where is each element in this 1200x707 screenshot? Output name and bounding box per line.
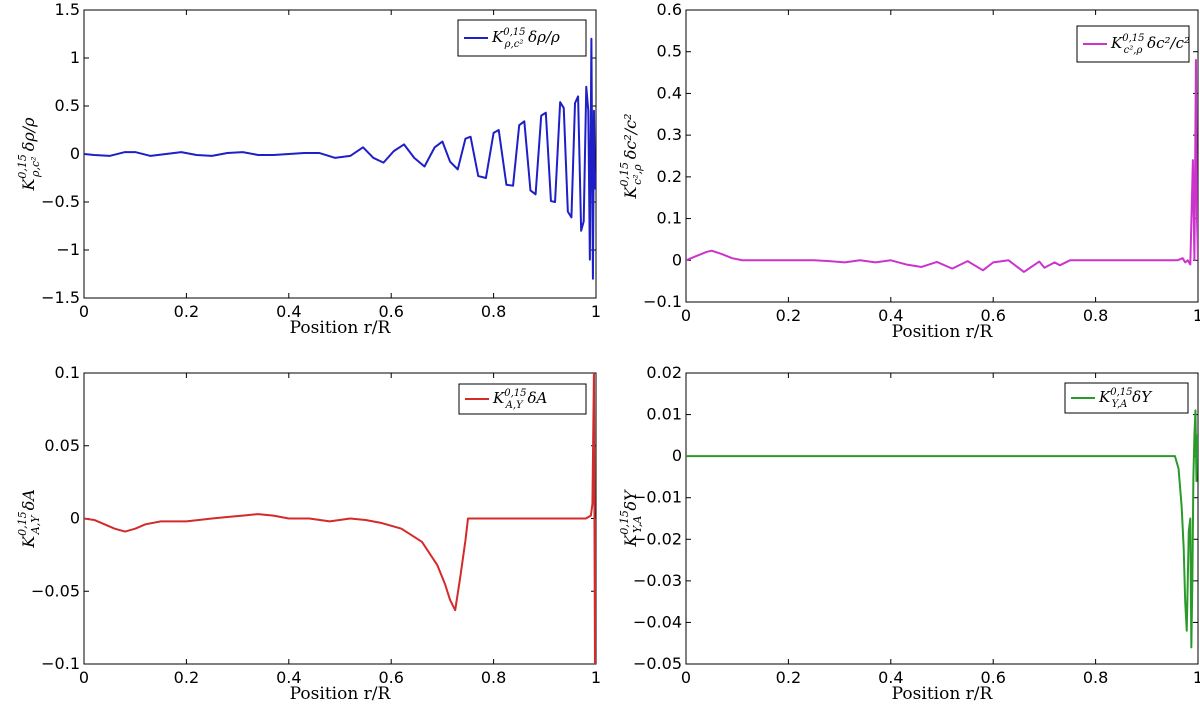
x-tick-label: 0.4 bbox=[878, 668, 903, 687]
x-tick-label: 0.4 bbox=[878, 306, 903, 325]
x-tick-label: 1 bbox=[1193, 668, 1200, 687]
y-tick-label: −0.02 bbox=[633, 529, 682, 548]
y-tick-label: −0.03 bbox=[633, 571, 682, 590]
legend-entry: K0,15 A,Y δA bbox=[492, 388, 547, 411]
y-tick-label: −0.1 bbox=[643, 292, 682, 311]
y-axis-label: K0,15c²,ρ δc²/c² bbox=[618, 114, 644, 200]
legend-entry: K0,15 c²,ρ δc²/c² bbox=[1110, 33, 1190, 56]
y-tick-label: 0.4 bbox=[657, 83, 682, 102]
chart-panel-bottom-left: 0 0.2 0.4 0.6 0.8 1 −0.1 −0.05 0 0.05 0.1 Position … bbox=[16, 363, 601, 704]
y-tick-label: −0.05 bbox=[31, 581, 80, 600]
y-tick-label: 0.02 bbox=[646, 363, 682, 382]
series-line-1 bbox=[84, 373, 596, 664]
x-axis-label: Position r/R bbox=[892, 684, 994, 704]
x-tick-label: 0.2 bbox=[776, 668, 801, 687]
y-tick-label: 0.1 bbox=[657, 209, 682, 228]
y-tick-label: −0.1 bbox=[41, 654, 80, 673]
x-tick-label: 1 bbox=[591, 668, 601, 687]
y-tick-label: −1 bbox=[56, 240, 80, 259]
x-tick-label: 0 bbox=[681, 306, 691, 325]
x-tick-label: 0.4 bbox=[276, 302, 301, 321]
x-tick-label: 1 bbox=[591, 302, 601, 321]
y-tick-label: −0.01 bbox=[633, 488, 682, 507]
y-tick-label: 0.5 bbox=[657, 42, 682, 61]
legend-entry: K0,15 Y,A δY bbox=[1098, 387, 1153, 410]
chart-panel-top-left: 0 0.2 0.4 0.6 0.8 1 −1.5 −1 −0.5 0 0.5 1 1.5 Position… bbox=[16, 0, 601, 338]
y-tick-label: 0.01 bbox=[646, 405, 682, 424]
x-tick-label: 0.8 bbox=[1083, 306, 1108, 325]
y-tick-label: 0.05 bbox=[44, 436, 80, 455]
x-axis-label: Position r/R bbox=[892, 322, 994, 342]
x-axis-label: Position r/R bbox=[290, 684, 392, 704]
series-line-1 bbox=[84, 37, 596, 280]
y-tick-label: 0.6 bbox=[657, 0, 682, 19]
x-tick-label: 0 bbox=[79, 668, 89, 687]
x-tick-label: 0.8 bbox=[1083, 668, 1108, 687]
y-axis-label: K0,15ρ,c² δρ/ρ bbox=[16, 117, 42, 192]
legend-entry: K0,15 ρ,c² δρ/ρ bbox=[491, 27, 560, 50]
y-tick-label: −0.04 bbox=[633, 612, 682, 631]
x-tick-label: 0.2 bbox=[174, 302, 199, 321]
legend: K0,15 A,Y δA bbox=[458, 383, 587, 415]
x-axis-label: Position r/R bbox=[290, 318, 392, 338]
x-tick-label: 0.8 bbox=[481, 668, 506, 687]
plot-frame bbox=[685, 372, 1199, 665]
x-tick-label: 0.6 bbox=[378, 302, 403, 321]
y-tick-label: 1 bbox=[70, 48, 80, 67]
y-tick-label: −0.5 bbox=[41, 192, 80, 211]
x-tick-label: 0.2 bbox=[776, 306, 801, 325]
y-tick-label: 0.3 bbox=[657, 125, 682, 144]
y-tick-label: −1.5 bbox=[41, 288, 80, 307]
y-tick-label: −0.05 bbox=[633, 654, 682, 673]
x-tick-label: 1 bbox=[1193, 306, 1200, 325]
y-tick-label: 1.5 bbox=[55, 0, 80, 19]
x-tick-label: 0.2 bbox=[174, 668, 199, 687]
y-axis-label: K0,15A,Y δA bbox=[16, 489, 42, 549]
chart-panel-bottom-right: 0 0.2 0.4 0.6 0.8 1 −0.05 −0.04 −0.03 −0.02 −0.01 0… bbox=[618, 363, 1200, 704]
y-tick-label: 0 bbox=[672, 250, 682, 269]
x-tick-label: 0 bbox=[681, 668, 691, 687]
x-tick-label: 0.6 bbox=[980, 306, 1005, 325]
series-line-1 bbox=[686, 409, 1198, 649]
x-tick-label: 0.6 bbox=[378, 668, 403, 687]
legend: K0,15 Y,A δY bbox=[1064, 382, 1189, 414]
y-tick-label: 0.2 bbox=[657, 167, 682, 186]
x-tick-label: 0.6 bbox=[980, 668, 1005, 687]
legend: K0,15 ρ,c² δρ/ρ bbox=[457, 19, 587, 57]
y-tick-label: 0.5 bbox=[55, 96, 80, 115]
y-tick-label: 0.1 bbox=[55, 363, 80, 382]
y-tick-label: 0 bbox=[672, 446, 682, 465]
series-line-1 bbox=[686, 59, 1198, 273]
y-tick-label: 0 bbox=[70, 509, 80, 528]
chart-panel-top-right: 0 0.2 0.4 0.6 0.8 1−0.100.10.20.30.40.50.6Pos… bbox=[618, 0, 1200, 342]
plot-frame bbox=[685, 9, 1199, 303]
y-axis-label: K0,15Y,A δY bbox=[618, 489, 644, 548]
x-tick-label: 0.4 bbox=[276, 668, 301, 687]
legend: K0,15 c²,ρ δc²/c² bbox=[1076, 25, 1190, 63]
x-tick-label: 0 bbox=[79, 302, 89, 321]
x-tick-label: 0.8 bbox=[481, 302, 506, 321]
y-tick-label: 0 bbox=[70, 144, 80, 163]
